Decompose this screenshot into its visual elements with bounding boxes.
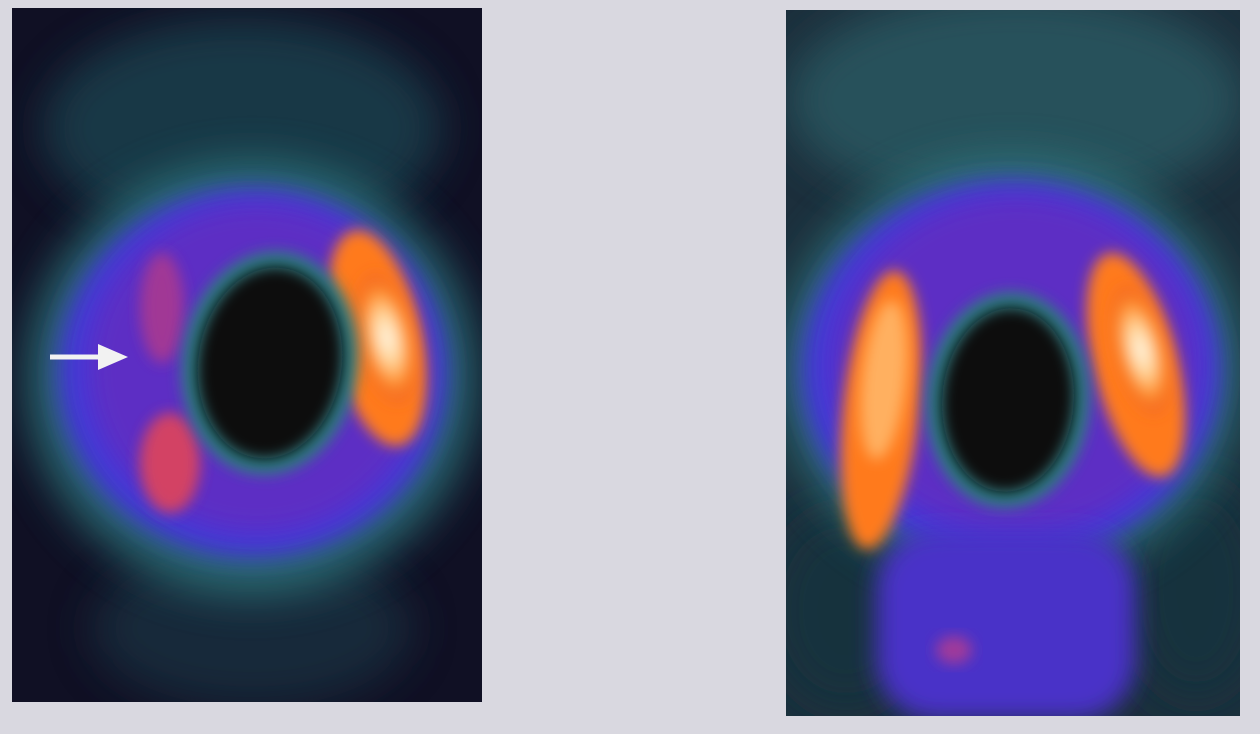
spect-image-right-svg	[786, 10, 1240, 716]
spect-image-left	[12, 8, 482, 702]
arrow-indicator-icon	[50, 344, 128, 370]
spect-image-left-svg	[12, 8, 482, 702]
spect-image-right	[786, 10, 1240, 716]
